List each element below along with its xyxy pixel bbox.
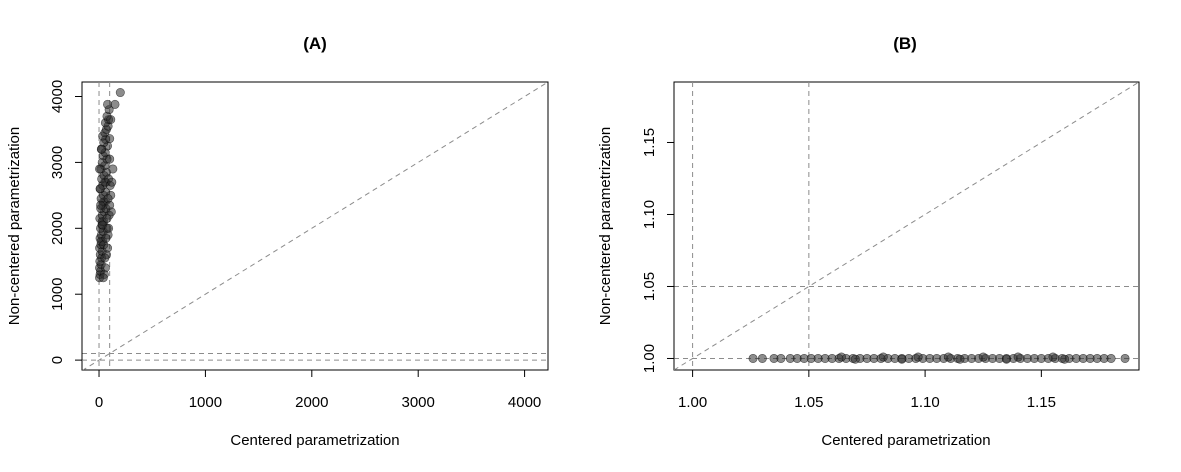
panel-a-y-tick-label-3: 3000 (49, 146, 66, 179)
panel-a-x-label: Centered parametrization (230, 432, 399, 449)
panel-a-point-76 (100, 253, 110, 263)
panel-a: (A) 0 1000 2000 3000 4000 01000200030004000 … (6, 34, 549, 449)
panel-a-x-tick-label-0: 0 (95, 394, 103, 411)
panel-b-x-tick-label-1: 1.05 (794, 394, 823, 411)
panel-a-point-71 (95, 164, 105, 174)
panel-b-point-53 (878, 352, 888, 362)
panel-b-point-58 (1048, 352, 1058, 362)
panel-a-point-73 (96, 200, 106, 210)
panel-b-point-54 (913, 352, 923, 362)
panel-b-point-56 (978, 352, 988, 362)
panel-b-point-0 (748, 353, 758, 363)
panel-a-reference-lines (82, 82, 548, 370)
panel-a-y-tick-label-0: 0 (49, 356, 66, 364)
panel-a-point-78 (102, 213, 112, 223)
panel-b-point-52 (836, 352, 846, 362)
panel-a-point-56 (108, 164, 118, 174)
panel-b-y-axis: 1.00 1.05 1.10 1.15 (641, 128, 675, 373)
panel-a-x-tick-label-2: 2000 (295, 394, 328, 411)
panel-b-point-63 (1060, 354, 1070, 364)
panel-b-reference-lines (674, 82, 1139, 370)
panel-b-point-1 (757, 353, 767, 363)
panel-b-y-label: Non-centered parametrization (597, 127, 614, 325)
panel-b-point-51 (1120, 353, 1130, 363)
panel-a-point-54 (110, 99, 120, 109)
panel-b-point-3 (776, 353, 786, 363)
panel-b-x-tick-label-0: 1.00 (678, 394, 707, 411)
panel-a-point-53 (103, 99, 113, 109)
panel-b-point-59 (850, 354, 860, 364)
panel-b-y-tick-label-2: 1.10 (641, 200, 658, 229)
panel-a-point-87 (103, 243, 113, 253)
panel-b-identity-line (674, 82, 1139, 370)
panel-b-title: (B) (893, 34, 917, 53)
panel-a-x-tick-label-4: 4000 (508, 394, 541, 411)
panel-a-point-51 (106, 115, 116, 125)
panel-a-identity-line (82, 82, 548, 370)
panel-a-point-72 (97, 144, 107, 154)
panel-a-y-tick-label-1: 1000 (49, 278, 66, 311)
panel-b-point-61 (955, 354, 965, 364)
panel-a-y-tick-label-2: 2000 (49, 212, 66, 245)
panel-b-y-tick-label-1: 1.05 (641, 272, 658, 301)
panel-a-point-63 (98, 273, 108, 283)
panel-a-x-tick-label-1: 1000 (189, 394, 222, 411)
panel-a-y-tick-label-4: 4000 (49, 80, 66, 113)
panel-a-point-86 (104, 223, 114, 233)
panel-a-point-81 (105, 154, 115, 164)
panel-a-point-77 (101, 233, 111, 243)
panel-a-point-85 (105, 200, 115, 210)
panel-b-point-50 (1106, 353, 1116, 363)
panel-b-point-60 (897, 354, 907, 364)
panel-b-x-tick-label-2: 1.10 (910, 394, 939, 411)
panel-b-y-tick-label-0: 1.00 (641, 344, 658, 373)
panel-a-point-84 (107, 177, 117, 187)
panel-a-y-label: Non-centered parametrization (6, 127, 23, 325)
panel-b-x-axis: 1.00 1.05 1.10 1.15 (678, 369, 1056, 411)
panel-b: (B) 1.00 1.05 1.10 1.15 1.00 1.05 1.10 1.15 Ce… (597, 34, 1140, 449)
panel-a-x-tick-label-3: 3000 (402, 394, 435, 411)
panel-b-point-62 (1001, 354, 1011, 364)
panel-a-y-axis: 0 1000 2000 3000 4000 (49, 80, 83, 364)
panel-b-x-tick-label-3: 1.15 (1027, 394, 1056, 411)
panel-a-point-55 (115, 88, 125, 98)
panel-a-point-70 (95, 184, 105, 194)
panel-b-points (748, 352, 1130, 364)
panel-b-y-tick-label-3: 1.15 (641, 128, 658, 157)
panel-b-x-label: Centered parametrization (821, 432, 990, 449)
panel-a-points (95, 88, 125, 283)
panel-b-point-57 (1013, 352, 1023, 362)
panel-b-point-55 (943, 352, 953, 362)
panel-a-title: (A) (303, 34, 327, 53)
panel-a-x-axis: 0 1000 2000 3000 4000 (95, 369, 541, 411)
